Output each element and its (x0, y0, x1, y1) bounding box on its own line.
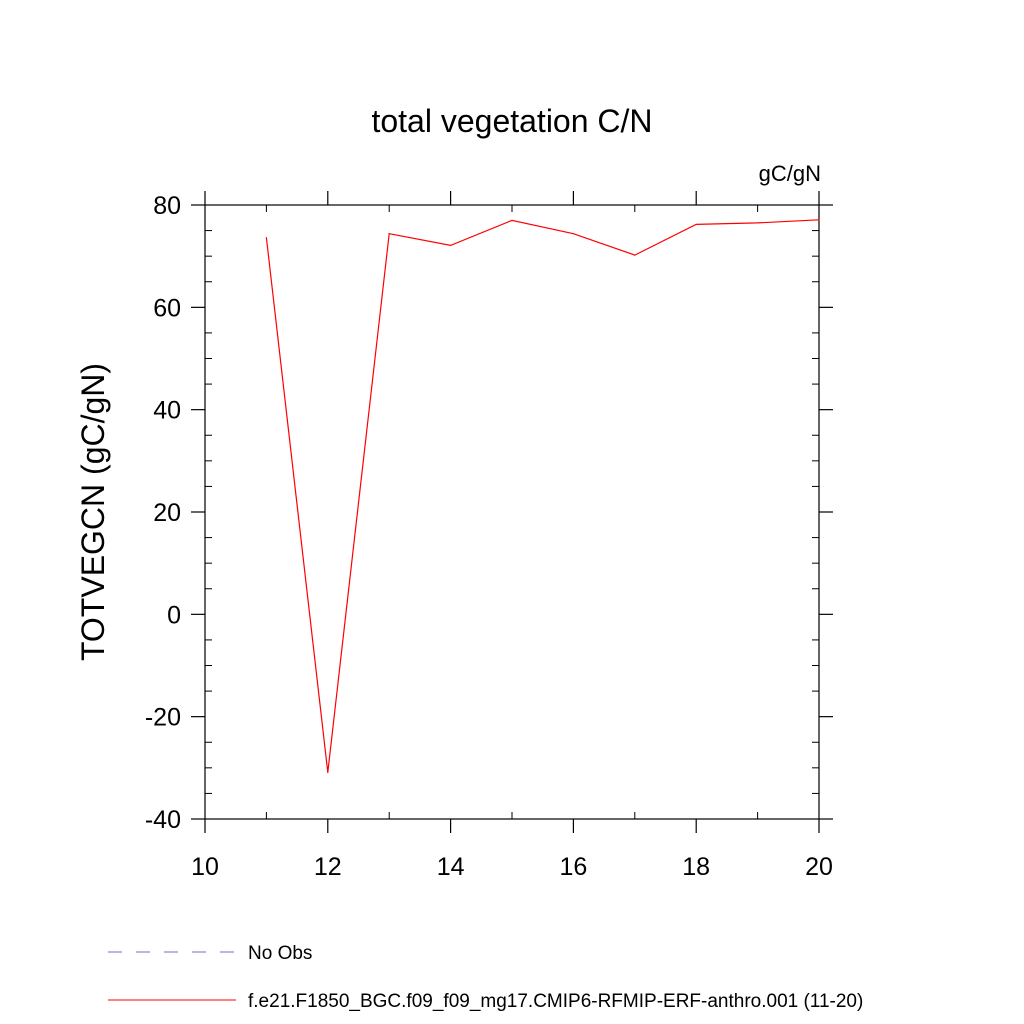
plot-frame (204, 204, 820, 820)
data-point (695, 223, 697, 226)
x-tick-label: 16 (559, 853, 587, 881)
legend: No Obs f.e21.F1850_BGC.f09_f09_mg17.CMIP6… (108, 943, 863, 1012)
y-tick-label: 20 (153, 499, 181, 527)
x-tick-label: 14 (437, 853, 465, 881)
x-tick-label: 20 (805, 853, 833, 881)
y-axis-label: TOTVEGCN (gC/gN) (75, 363, 111, 661)
legend-label: No Obs (248, 943, 312, 964)
data-point (511, 219, 513, 221)
chart-title: total vegetation C/N (371, 103, 652, 139)
data-point (450, 244, 452, 247)
y-tick-label: 80 (153, 192, 181, 220)
data-point (572, 233, 575, 235)
y-tick-label: 60 (153, 294, 181, 322)
tick-labels: 10 12 14 16 18 20 -40 -20 0 20 40 60 80 (145, 192, 833, 881)
x-tick-label: 12 (314, 853, 342, 881)
data-point (818, 219, 820, 221)
y-tick-label: -20 (145, 704, 181, 732)
x-tick-label: 18 (682, 853, 710, 881)
x-tick-label: 10 (191, 853, 219, 881)
y-tick-label: 0 (167, 601, 181, 629)
axis-ticks (191, 191, 833, 833)
data-point (327, 771, 329, 774)
series-line (265, 219, 820, 773)
series-group (265, 219, 820, 774)
y-tick-label: 40 (153, 397, 181, 425)
y-tick-label: -40 (145, 806, 181, 834)
data-point (265, 237, 267, 239)
units-label: gC/gN (759, 161, 821, 186)
data-point (757, 222, 759, 224)
data-point (388, 233, 390, 235)
data-point (634, 254, 636, 256)
legend-label: f.e21.F1850_BGC.f09_f09_mg17.CMIP6-RFMIP… (248, 991, 863, 1012)
